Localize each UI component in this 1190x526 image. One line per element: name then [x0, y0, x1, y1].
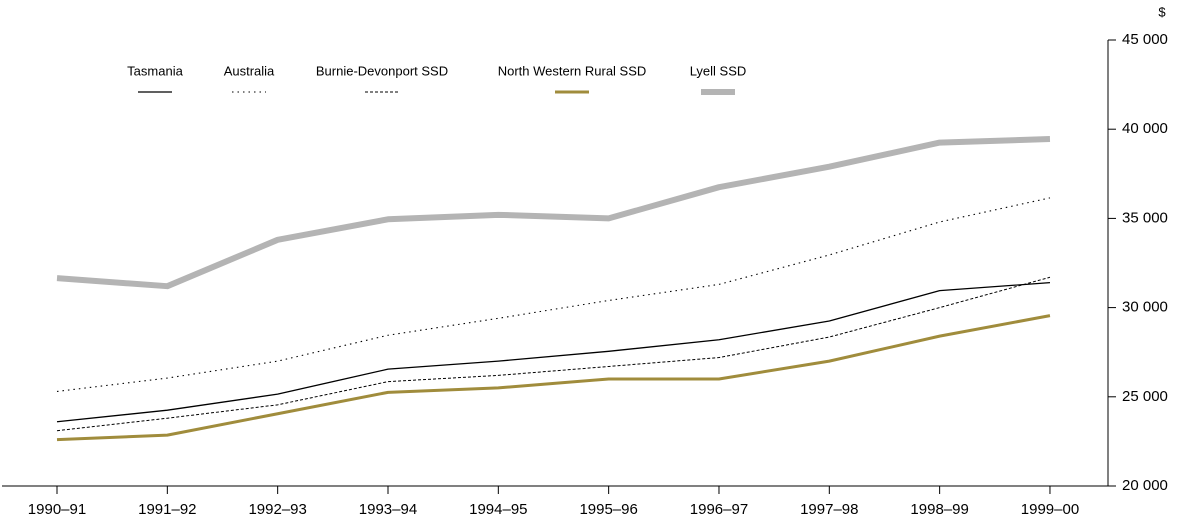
y-tick-label: 30 000 [1122, 299, 1168, 316]
x-tick-label: 1991–92 [138, 501, 196, 518]
series-line [56, 276, 1051, 432]
legend-label: Burnie-Devonport SSD [316, 63, 448, 78]
series-line [56, 197, 1051, 392]
y-tick-label: 35 000 [1122, 209, 1168, 226]
x-tick-label: 1996–97 [690, 501, 748, 518]
legend-label: Lyell SSD [690, 63, 747, 78]
x-tick-label: 1992–93 [248, 501, 306, 518]
series-line [56, 281, 1051, 423]
x-tick-label: 1994–95 [469, 501, 527, 518]
y-tick-label: 25 000 [1122, 388, 1168, 405]
x-tick-label: 1990–91 [28, 501, 86, 518]
legend-label: Tasmania [127, 63, 183, 78]
series-line [56, 136, 1051, 290]
legend-label: North Western Rural SSD [498, 63, 647, 78]
x-tick-label: 1999–00 [1021, 501, 1079, 518]
x-tick-label: 1998–99 [910, 501, 968, 518]
x-tick-label: 1993–94 [359, 501, 417, 518]
y-tick-label: 40 000 [1122, 120, 1168, 137]
legend-label: Australia [224, 63, 275, 78]
x-tick-label: 1997–98 [800, 501, 858, 518]
y-tick-label: 45 000 [1122, 31, 1168, 48]
y-axis-unit: $ [1158, 4, 1166, 19]
x-tick-label: 1995–96 [579, 501, 637, 518]
y-tick-label: 20 000 [1122, 477, 1168, 494]
series-line [56, 314, 1051, 442]
